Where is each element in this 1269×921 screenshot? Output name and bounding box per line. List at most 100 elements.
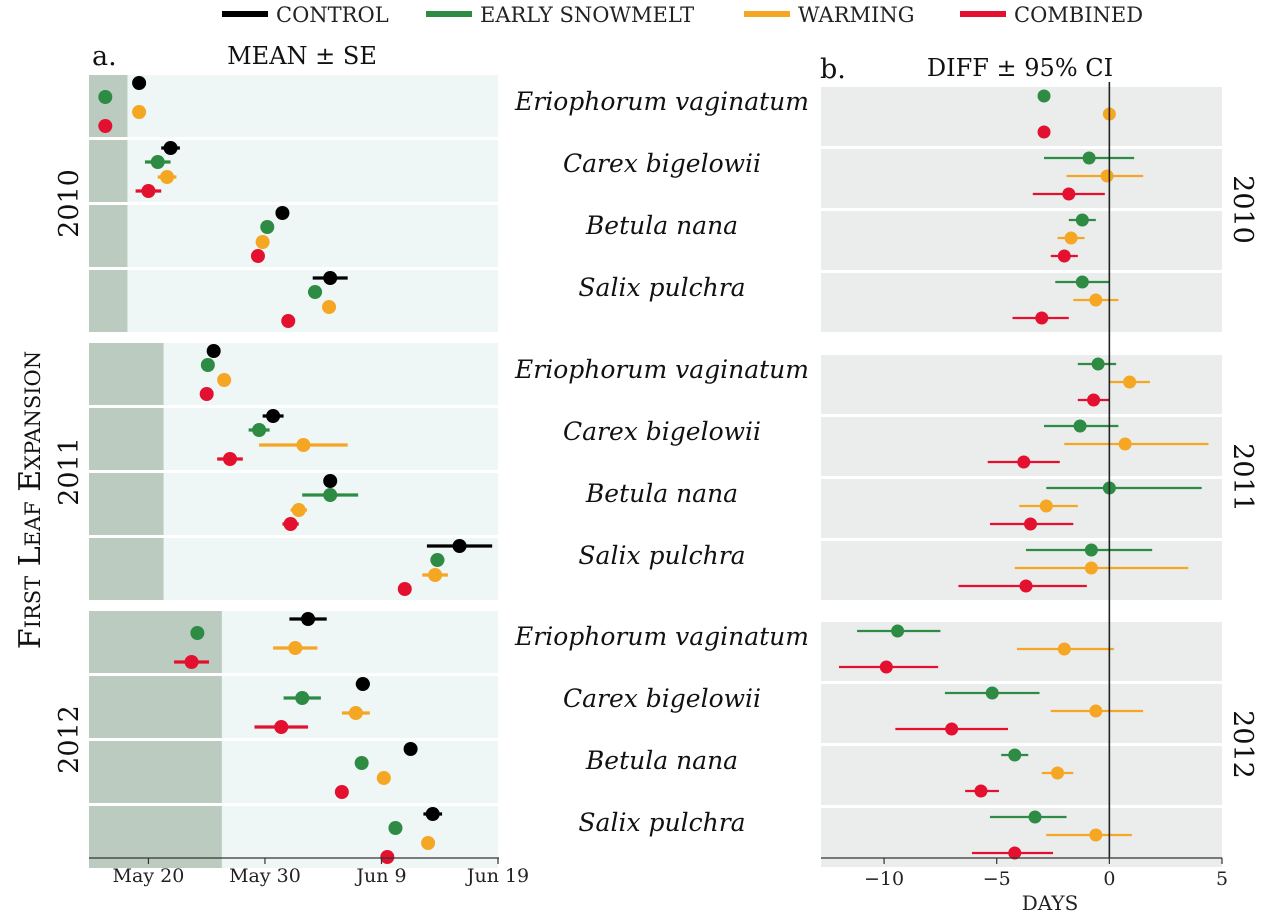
panel-a-point-2012-eriophorum-vaginatum-warming	[288, 641, 303, 655]
x-axis-b-label: DAYS	[1022, 891, 1079, 915]
panel-b-point-2010-eriophorum-vaginatum-combined	[1037, 125, 1051, 139]
legend-item-control: CONTROL	[222, 3, 389, 27]
panel-a-point-2012-carex-bigelowii-warming	[348, 706, 363, 720]
species-label-2012-betula-nana: Betula nana	[585, 746, 738, 775]
panel-b-point-2012-salix-pulchra-warming	[1089, 828, 1103, 842]
panel-a-point-2010-betula-nana-combined	[250, 249, 265, 263]
year-label-left-2010: 2010	[54, 169, 85, 238]
panel-b-row-bg-2010-salix-pulchra	[821, 273, 1222, 332]
x-axis-a-tick-label: May 20	[113, 865, 185, 887]
panel-b-point-2010-betula-nana-combined	[1057, 249, 1071, 263]
x-axis-a: May 20 May 30 Jun 9 Jun 19	[89, 857, 529, 887]
panel-a-point-2012-carex-bigelowii-combined	[274, 720, 289, 734]
panel-a-point-2011-salix-pulchra-warming	[428, 568, 443, 582]
panel-b-point-2010-carex-bigelowii-early	[1082, 151, 1096, 165]
panel-a-point-2011-salix-pulchra-early	[430, 553, 445, 567]
panel-b-point-2011-eriophorum-vaginatum-warming	[1123, 375, 1137, 389]
panel-a-point-2010-betula-nana-control	[275, 206, 290, 220]
x-axis-b-tick-label: −10	[864, 868, 904, 890]
panel-a-point-2011-carex-bigelowii-warming	[296, 438, 311, 452]
panel-b-point-2012-carex-bigelowii-early	[985, 686, 999, 700]
species-label-2011-salix-pulchra: Salix pulchra	[578, 541, 745, 570]
panel-b-point-2012-eriophorum-vaginatum-warming	[1057, 642, 1071, 656]
panel-a-point-2011-carex-bigelowii-control	[266, 409, 281, 423]
x-axis-a-tick-label: May 30	[229, 865, 301, 887]
panel-b-point-2010-eriophorum-vaginatum-early	[1037, 89, 1051, 103]
panel-a	[89, 75, 498, 868]
panel-a-point-2012-eriophorum-vaginatum-early	[190, 626, 205, 640]
panel-b-point-2012-betula-nana-early	[1008, 748, 1022, 762]
panel-a-shade-2011-betula-nana	[89, 473, 164, 535]
legend-swatch-control	[222, 11, 268, 17]
panel-a-point-2010-carex-bigelowii-warming	[160, 170, 175, 184]
panel-a-point-2011-betula-nana-early	[323, 488, 338, 502]
panel-b-point-2010-betula-nana-warming	[1064, 231, 1078, 245]
legend: CONTROL EARLY SNOWMELT WARMING COMBINED	[222, 3, 1143, 27]
panel-a-shade-2012-salix-pulchra	[89, 806, 222, 868]
panel-b-point-2011-carex-bigelowii-combined	[1017, 455, 1031, 469]
legend-item-warming: WARMING	[744, 3, 914, 27]
panel-a-point-2010-salix-pulchra-combined	[281, 314, 296, 328]
panel-b-point-2011-betula-nana-warming	[1039, 499, 1053, 513]
legend-swatch-warming	[744, 11, 790, 17]
panel-b-point-2011-salix-pulchra-combined	[1019, 579, 1033, 593]
year-label-right-2010: 2010	[1227, 175, 1258, 244]
panel-a-point-2011-salix-pulchra-combined	[397, 582, 412, 596]
year-label-left-2011: 2011	[54, 437, 85, 506]
panel-a-point-2011-betula-nana-warming	[291, 503, 306, 517]
legend-label-early: EARLY SNOWMELT	[480, 3, 694, 27]
panel-a-point-2010-carex-bigelowii-combined	[141, 184, 156, 198]
panel-a-point-2010-eriophorum-vaginatum-warming	[132, 105, 147, 119]
panel-b-point-2011-carex-bigelowii-early	[1073, 419, 1087, 433]
panel-a-shade-2010-salix-pulchra	[89, 270, 128, 332]
x-axis-a-tick-label: Jun 9	[354, 865, 406, 887]
panel-a-point-2010-eriophorum-vaginatum-combined	[98, 119, 113, 133]
species-labels: Eriophorum vaginatum Carex bigelowii Betul…	[514, 87, 809, 837]
panel-b-row-bg-2010-betula-nana	[821, 211, 1222, 270]
legend-label-combined: COMBINED	[1014, 3, 1143, 27]
panel-a-point-2011-carex-bigelowii-early	[252, 423, 267, 437]
panel-b	[821, 82, 1222, 867]
panel-a-shade-2012-betula-nana	[89, 741, 222, 803]
legend-swatch-combined	[960, 11, 1006, 17]
panel-b-row-bg-2010-eriophorum-vaginatum	[821, 87, 1222, 146]
panel-a-shade-2011-eriophorum-vaginatum	[89, 343, 164, 405]
panel-b-point-2012-betula-nana-warming	[1051, 766, 1065, 780]
year-label-right-2012: 2012	[1227, 710, 1258, 779]
panel-a-shade-2010-betula-nana	[89, 205, 128, 267]
species-label-2010-salix-pulchra: Salix pulchra	[578, 273, 745, 302]
x-axis-b-tick-label: 0	[1103, 868, 1115, 890]
panel-b-point-2012-betula-nana-combined	[974, 784, 988, 798]
species-label-2012-salix-pulchra: Salix pulchra	[578, 808, 745, 837]
year-labels: 2010 2010 2011 2011 2012 2012	[54, 169, 1258, 779]
species-label-2010-eriophorum-vaginatum: Eriophorum vaginatum	[514, 87, 809, 116]
panel-b-point-2011-carex-bigelowii-warming	[1118, 437, 1132, 451]
species-label-2012-eriophorum-vaginatum: Eriophorum vaginatum	[514, 622, 809, 651]
panel-b-point-2010-salix-pulchra-warming	[1089, 293, 1103, 307]
panel-a-shade-2012-carex-bigelowii	[89, 676, 222, 738]
panel-b-point-2011-betula-nana-combined	[1024, 517, 1038, 531]
panel-a-point-2012-betula-nana-warming	[376, 771, 391, 785]
panel-a-row-bg-2010-eriophorum-vaginatum	[89, 75, 498, 137]
panel-a-point-2012-salix-pulchra-control	[425, 807, 440, 821]
legend-item-early: EARLY SNOWMELT	[426, 3, 694, 27]
panel-a-point-2011-salix-pulchra-control	[452, 539, 467, 553]
species-label-2011-eriophorum-vaginatum: Eriophorum vaginatum	[514, 355, 809, 384]
panel-a-point-2010-eriophorum-vaginatum-control	[132, 76, 147, 90]
panel-a-point-2012-betula-nana-control	[403, 742, 418, 756]
panel-a-point-2010-salix-pulchra-warming	[322, 300, 337, 314]
year-label-right-2011: 2011	[1227, 443, 1258, 512]
panel-a-point-2012-betula-nana-combined	[334, 785, 349, 799]
panel-a-point-2010-betula-nana-warming	[255, 235, 270, 249]
y-axis-label: First Leaf Expansion	[13, 351, 48, 649]
x-axis-b: −10 −5 0 5	[821, 857, 1228, 890]
panel-a-point-2010-eriophorum-vaginatum-early	[98, 90, 113, 104]
panel-b-point-2011-eriophorum-vaginatum-early	[1091, 357, 1105, 371]
panel-b-row-bg-2010-carex-bigelowii	[821, 149, 1222, 208]
panel-a-point-2012-salix-pulchra-warming	[421, 836, 436, 850]
panel-b-point-2010-salix-pulchra-combined	[1035, 311, 1049, 325]
panel-a-point-2011-eriophorum-vaginatum-warming	[217, 373, 232, 387]
year-label-left-2012: 2012	[54, 705, 85, 774]
panel-b-point-2012-eriophorum-vaginatum-early	[891, 624, 905, 638]
legend-label-warming: WARMING	[798, 3, 914, 27]
